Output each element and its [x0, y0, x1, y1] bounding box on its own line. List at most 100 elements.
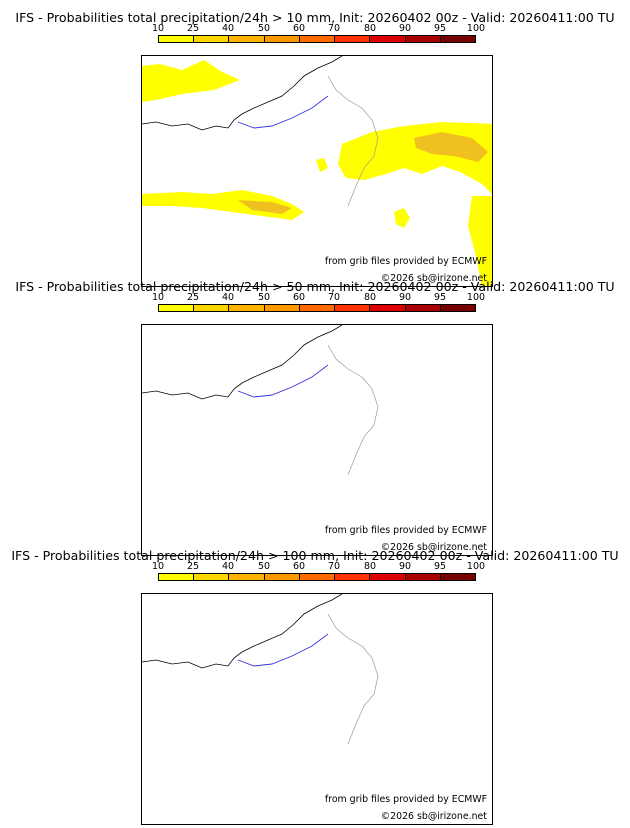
colorbar-label: 25: [186, 561, 200, 572]
colorbar-swatch: [370, 574, 406, 580]
map-svg: [142, 594, 379, 745]
borders: [327, 613, 379, 745]
panel-title: IFS - Probabilities total precipitation/…: [15, 10, 615, 25]
colorbar-label: 95: [433, 23, 447, 34]
map-frame: from grib files provided by ECMWF ©2026 …: [141, 55, 493, 287]
colorbar-swatch: [405, 574, 441, 580]
map-panel-50mm: IFS - Probabilities total precipitation/…: [0, 279, 630, 556]
colorbar-label: 95: [433, 292, 447, 303]
colorbar-swatch: [264, 574, 300, 580]
copyright-credit: ©2026 sb@irizone.net: [380, 273, 487, 284]
panel-title: IFS - Probabilities total precipitation/…: [11, 548, 619, 563]
colorbar-label: 40: [221, 561, 235, 572]
colorbar-label: 95: [433, 561, 447, 572]
colorbar-swatch: [405, 305, 441, 311]
precip-area-channel: [142, 60, 240, 102]
precip-area-corsica: [394, 208, 410, 228]
colorbar-label: 10: [151, 561, 165, 572]
precip-area-alps-core: [414, 132, 488, 162]
colorbar-swatch: [229, 305, 265, 311]
map-panel-100mm: IFS - Probabilities total precipitation/…: [0, 548, 630, 825]
colorbar-swatch: [159, 305, 195, 311]
colorbar-label: 100: [466, 292, 486, 303]
colorbar-label: 50: [257, 561, 271, 572]
colorbar: [158, 304, 476, 312]
colorbar-label: 90: [398, 292, 412, 303]
colorbar-swatch: [299, 305, 336, 311]
precip-area-italy: [468, 196, 492, 286]
colorbar-label: 70: [327, 23, 341, 34]
colorbar-label: 25: [186, 23, 200, 34]
map-panel-10mm: IFS - Probabilities total precipitation/…: [0, 10, 630, 287]
map-base: [142, 594, 379, 745]
colorbar-swatch: [440, 36, 475, 42]
colorbar-swatch: [440, 305, 475, 311]
colorbar-label: 50: [257, 292, 271, 303]
colorbar-label: 60: [292, 561, 306, 572]
rivers: [237, 95, 329, 129]
colorbar-swatch: [335, 36, 371, 42]
colorbar-label: 10: [151, 23, 165, 34]
precip-area-pyrenees-core: [238, 200, 292, 214]
colorbar-swatch: [299, 36, 336, 42]
precip-areas: [142, 60, 492, 286]
colorbar-label: 90: [398, 23, 412, 34]
source-credit: from grib files provided by ECMWF: [324, 525, 487, 536]
colorbar-swatch: [159, 36, 195, 42]
precip-area-pyrenees: [142, 190, 304, 220]
colorbar-swatch: [229, 574, 265, 580]
colorbar-label: 70: [327, 561, 341, 572]
colorbar-swatch: [299, 574, 336, 580]
colorbar-label: 100: [466, 561, 486, 572]
colorbar-label: 40: [221, 292, 235, 303]
colorbar-swatch: [440, 574, 475, 580]
coastlines: [142, 594, 343, 669]
colorbar-swatch: [194, 574, 230, 580]
colorbar-label: 80: [363, 23, 377, 34]
rivers: [237, 633, 329, 667]
colorbar-labels: 10 25 40 50 60 70 80 90 95 100: [140, 292, 496, 304]
copyright-credit: ©2026 sb@irizone.net: [380, 811, 487, 822]
borders: [327, 75, 379, 207]
colorbar-swatch: [264, 36, 300, 42]
map-svg: [142, 325, 379, 476]
colorbar-label: 10: [151, 292, 165, 303]
coastlines: [142, 325, 343, 400]
colorbar-label: 60: [292, 292, 306, 303]
colorbar-label: 60: [292, 23, 306, 34]
source-credit: from grib files provided by ECMWF: [324, 794, 487, 805]
colorbar-swatch: [229, 36, 265, 42]
colorbar-swatch: [370, 36, 406, 42]
precip-area-center: [316, 158, 328, 172]
colorbar-label: 70: [327, 292, 341, 303]
panel-title: IFS - Probabilities total precipitation/…: [15, 279, 615, 294]
source-credit: from grib files provided by ECMWF: [324, 256, 487, 267]
map-base: [142, 325, 379, 476]
map-frame: from grib files provided by ECMWF ©2026 …: [141, 324, 493, 556]
map-frame: from grib files provided by ECMWF ©2026 …: [141, 593, 493, 825]
borders: [327, 344, 379, 476]
colorbar-swatch: [370, 305, 406, 311]
colorbar-swatch: [194, 36, 230, 42]
colorbar: [158, 573, 476, 581]
colorbar-labels: 10 25 40 50 60 70 80 90 95 100: [140, 561, 496, 573]
colorbar-swatch: [194, 305, 230, 311]
colorbar-label: 90: [398, 561, 412, 572]
colorbar-labels: 10 25 40 50 60 70 80 90 95 100: [140, 23, 496, 35]
colorbar-label: 25: [186, 292, 200, 303]
colorbar-label: 80: [363, 561, 377, 572]
colorbar-label: 80: [363, 292, 377, 303]
rivers: [237, 364, 329, 398]
colorbar-label: 100: [466, 23, 486, 34]
colorbar-swatch: [405, 36, 441, 42]
colorbar-label: 40: [221, 23, 235, 34]
copyright-credit: ©2026 sb@irizone.net: [380, 542, 487, 553]
colorbar: [158, 35, 476, 43]
map-base: [142, 56, 379, 207]
colorbar-swatch: [159, 574, 195, 580]
colorbar-swatch: [264, 305, 300, 311]
map-svg: [142, 56, 492, 286]
colorbar-label: 50: [257, 23, 271, 34]
colorbar-swatch: [335, 574, 371, 580]
coastlines: [142, 56, 343, 131]
